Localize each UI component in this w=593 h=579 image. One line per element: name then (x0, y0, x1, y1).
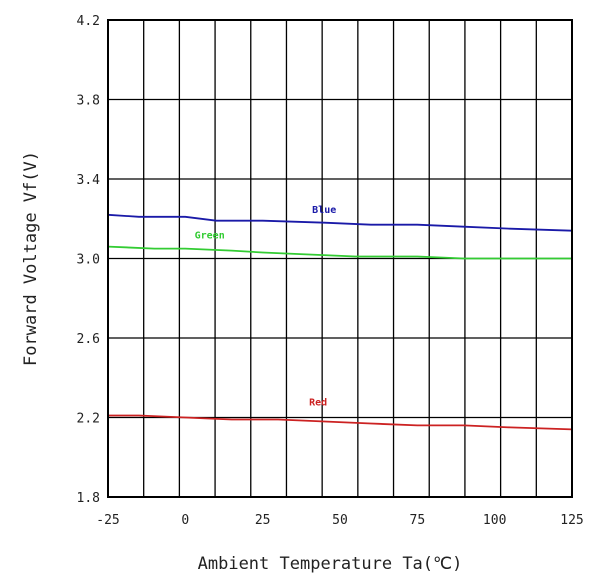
x-tick-labels: -25 0 25 50 75 100 125 (96, 513, 583, 528)
series-line-blue (107, 213, 573, 232)
y-tick-label: 4.2 (77, 14, 100, 29)
series-labels: Blue Green Red (195, 205, 337, 409)
plot-frame (107, 19, 573, 498)
x-tick-label: 75 (410, 513, 426, 528)
x-tick-label: -25 (96, 513, 119, 528)
y-tick-label: 2.6 (77, 332, 100, 347)
y-tick-label: 2.2 (77, 412, 100, 427)
y-tick-labels: 1.8 2.2 2.6 3.0 3.4 3.8 4.2 (77, 14, 101, 506)
y-tick-label: 1.8 (77, 491, 100, 506)
series-label-green: Green (195, 231, 225, 242)
x-tick-label: 50 (332, 513, 348, 528)
grid (108, 20, 572, 497)
series-line-red (108, 414, 573, 431)
y-tick-label: 3.8 (77, 94, 100, 109)
x-tick-label: 100 (483, 513, 506, 528)
y-tick-label: 3.0 (77, 253, 100, 268)
series-label-blue: Blue (312, 205, 336, 216)
series-line-green (107, 245, 572, 260)
x-tick-label: 25 (255, 513, 271, 528)
x-axis-label: Ambient Temperature Ta(℃) (198, 554, 463, 574)
y-tick-label: 3.4 (77, 173, 101, 188)
y-axis-label: Forward Voltage Vf(V) (21, 151, 41, 366)
series-lines (107, 213, 573, 431)
series-label-red: Red (309, 398, 327, 409)
x-tick-label: 0 (181, 513, 189, 528)
x-tick-label: 125 (560, 513, 583, 528)
